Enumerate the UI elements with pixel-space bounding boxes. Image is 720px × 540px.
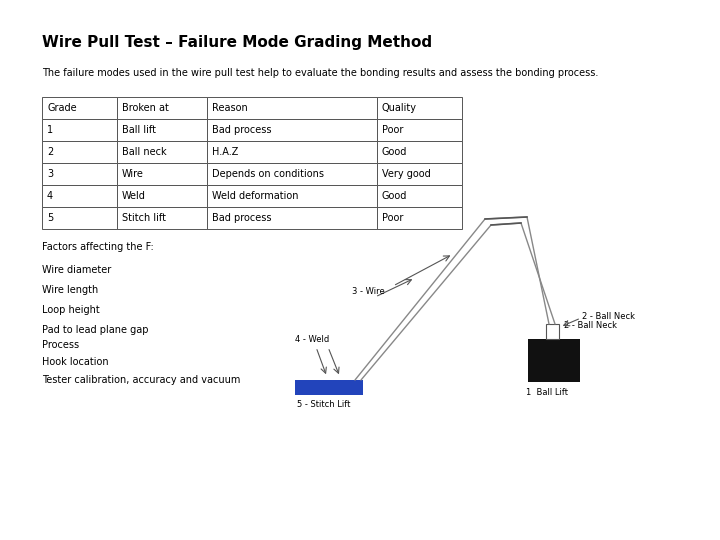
Bar xyxy=(117,141,207,163)
Bar xyxy=(295,380,363,395)
Bar xyxy=(377,207,462,229)
Text: 1  Ball Lift: 1 Ball Lift xyxy=(526,388,568,397)
Bar xyxy=(42,141,117,163)
Text: Poor: Poor xyxy=(382,213,403,223)
Text: Ball lift: Ball lift xyxy=(122,125,156,135)
Text: Good: Good xyxy=(382,191,408,201)
Bar xyxy=(42,119,117,141)
Text: 2 - Ball Neck: 2 - Ball Neck xyxy=(564,321,617,330)
Bar xyxy=(207,185,377,207)
Text: 5 - Stitch Lift: 5 - Stitch Lift xyxy=(297,400,351,409)
Bar xyxy=(207,207,377,229)
Bar xyxy=(42,97,117,119)
Text: Weld: Weld xyxy=(122,191,146,201)
Text: Process: Process xyxy=(42,340,79,350)
Text: H.A.Z: H.A.Z xyxy=(212,147,238,157)
Text: Hook location: Hook location xyxy=(42,357,109,367)
Bar xyxy=(117,119,207,141)
Text: Pad to lead plane gap: Pad to lead plane gap xyxy=(42,325,148,335)
Text: Stitch lift: Stitch lift xyxy=(122,213,166,223)
Text: Depends on conditions: Depends on conditions xyxy=(212,169,324,179)
Bar xyxy=(377,185,462,207)
Text: Factors affecting the F:: Factors affecting the F: xyxy=(42,242,154,252)
Text: Tester calibration, accuracy and vacuum: Tester calibration, accuracy and vacuum xyxy=(42,375,240,385)
Bar xyxy=(377,97,462,119)
Bar xyxy=(42,185,117,207)
Text: Quality: Quality xyxy=(382,103,417,113)
Text: Bad process: Bad process xyxy=(212,213,271,223)
Text: 4 - Weld: 4 - Weld xyxy=(295,335,329,345)
Text: 1: 1 xyxy=(47,125,53,135)
Text: Reason: Reason xyxy=(212,103,248,113)
Text: Good: Good xyxy=(382,147,408,157)
Text: Wire length: Wire length xyxy=(42,285,98,295)
Bar xyxy=(528,339,580,382)
Text: Grade: Grade xyxy=(47,103,76,113)
Text: 3 - Wire: 3 - Wire xyxy=(352,287,384,296)
Text: Poor: Poor xyxy=(382,125,403,135)
Bar xyxy=(207,163,377,185)
Bar xyxy=(207,97,377,119)
Bar xyxy=(377,163,462,185)
Text: Bad process: Bad process xyxy=(212,125,271,135)
Bar xyxy=(42,163,117,185)
Text: 2: 2 xyxy=(47,147,53,157)
Text: Very good: Very good xyxy=(382,169,431,179)
Text: The failure modes used in the wire pull test help to evaluate the bonding result: The failure modes used in the wire pull … xyxy=(42,68,598,78)
Bar xyxy=(377,119,462,141)
Text: Wire diameter: Wire diameter xyxy=(42,265,112,275)
Text: Weld deformation: Weld deformation xyxy=(212,191,299,201)
Text: Wire: Wire xyxy=(122,169,144,179)
Text: 5: 5 xyxy=(47,213,53,223)
Text: 3: 3 xyxy=(47,169,53,179)
Bar xyxy=(117,185,207,207)
Bar xyxy=(117,163,207,185)
Text: 2 - Ball Neck: 2 - Ball Neck xyxy=(582,312,635,321)
Bar xyxy=(207,119,377,141)
Bar xyxy=(117,97,207,119)
Bar xyxy=(207,141,377,163)
Bar xyxy=(42,207,117,229)
Text: Wire Pull Test – Failure Mode Grading Method: Wire Pull Test – Failure Mode Grading Me… xyxy=(42,35,432,50)
Text: Broken at: Broken at xyxy=(122,103,169,113)
Text: Loop height: Loop height xyxy=(42,305,100,315)
Bar xyxy=(377,141,462,163)
Text: 4: 4 xyxy=(47,191,53,201)
Text: Ball neck: Ball neck xyxy=(122,147,166,157)
Bar xyxy=(117,207,207,229)
Bar xyxy=(546,324,559,339)
